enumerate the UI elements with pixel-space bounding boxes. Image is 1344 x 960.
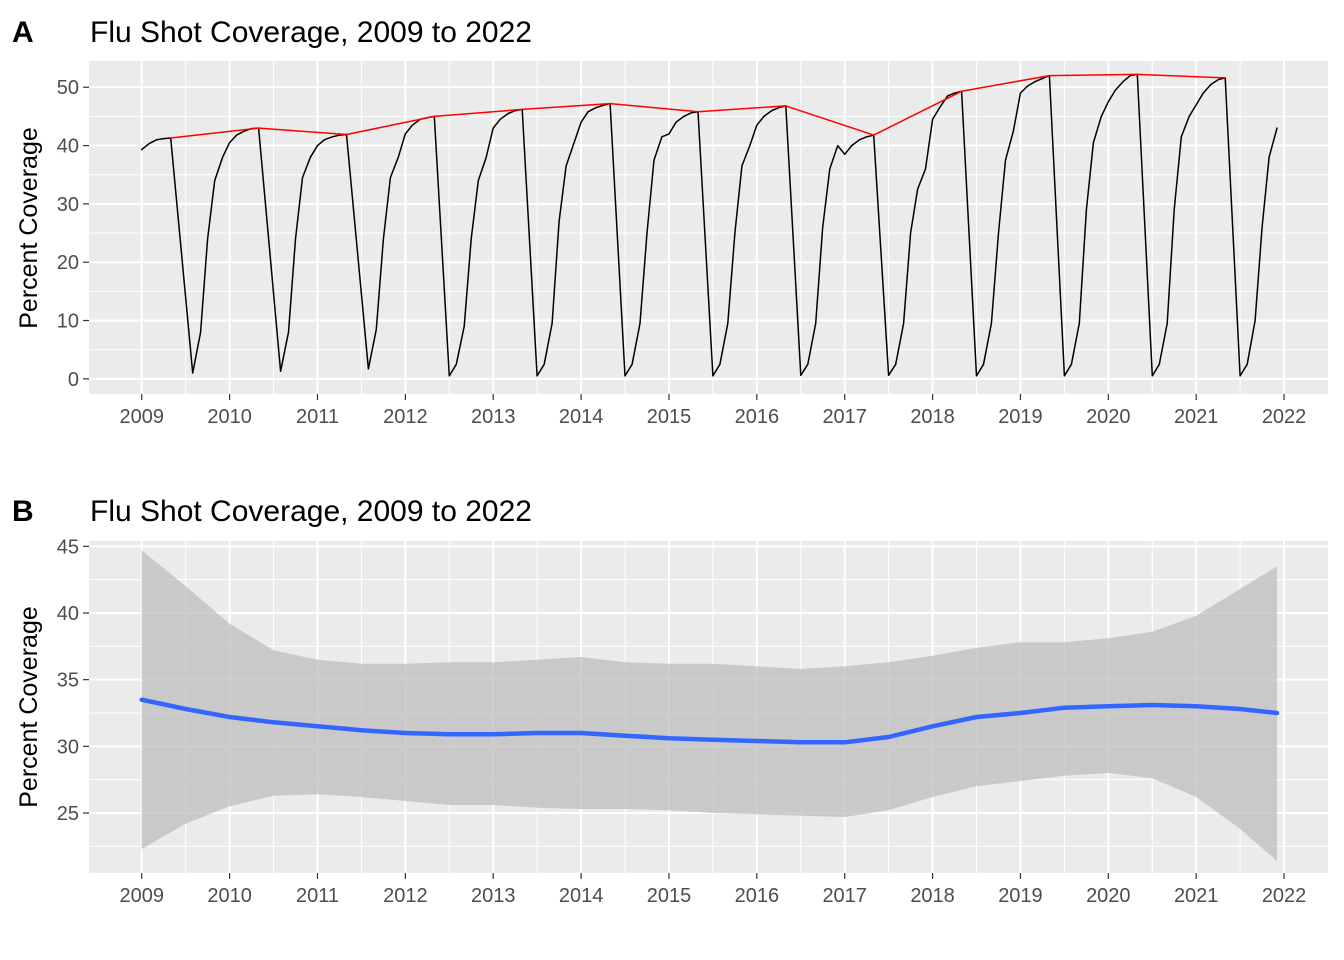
chart-1-confidence-band: [141, 550, 1278, 861]
chart-0-x-tick-label: 2009: [119, 406, 164, 428]
panel-a-title: Flu Shot Coverage, 2009 to 2022: [90, 16, 532, 49]
chart-0-y-tick-label: 0: [68, 369, 79, 391]
chart-0-y-tick-label: 20: [57, 252, 79, 274]
chart-1-x-tick-label: 2015: [647, 885, 692, 907]
chart-1-x-tick-label: 2011: [296, 885, 339, 907]
chart-1-series-0-line: [139, 697, 1280, 745]
chart-1-y-tick-label: 25: [57, 803, 79, 825]
chart-0-y-tick-label: 30: [57, 194, 79, 216]
chart-1-x-tick-label: 2018: [910, 885, 955, 907]
chart-0-series-1-line: [169, 73, 1226, 139]
chart-1-x-tick-label: 2022: [1262, 885, 1307, 907]
chart-0-x-tick-label: 2021: [1174, 406, 1219, 428]
chart-0-x-tick-label: 2015: [647, 406, 692, 428]
chart-0-x-tick-label: 2020: [1086, 406, 1131, 428]
panel-b: B Flu Shot Coverage, 2009 to 2022 Percen…: [12, 495, 1328, 907]
chart-0-y-tick-label: 10: [57, 311, 79, 333]
chart-1-x-tick-label: 2010: [207, 885, 252, 907]
panel-b-plot-area: 25 30 35 40 45 2009 2010 2011 2012 2013 2014 2015 20…: [57, 536, 1328, 907]
chart-1-y-tick-label: 30: [57, 736, 79, 758]
chart-0-x-tick-label: 2013: [471, 406, 516, 428]
panel-a-tag: A: [12, 16, 34, 49]
chart-1-x-tick-label: 2020: [1086, 885, 1131, 907]
chart-0-x-tick-label: 2010: [207, 406, 252, 428]
panel-a: A Flu Shot Coverage, 2009 to 2022 Percen…: [12, 16, 1328, 428]
chart-0-x-tick-label: 2012: [383, 406, 428, 428]
chart-0-x-tick-label: 2022: [1262, 406, 1307, 428]
chart-0-x-tick-label: 2016: [735, 406, 780, 428]
chart-0-x-tick-label: 2014: [559, 406, 604, 428]
chart-1-x-tick-label: 2013: [471, 885, 516, 907]
chart-0-x-tick-label: 2011: [296, 406, 339, 428]
chart-0-y-tick-label: 40: [57, 136, 79, 158]
chart-1-y-tick-label: 40: [57, 603, 79, 625]
panel-b-y-axis-title: Percent Coverage: [15, 606, 43, 808]
chart-1-x-tick-label: 2019: [998, 885, 1043, 907]
chart-1-x-tick-label: 2016: [735, 885, 780, 907]
panel-b-title: Flu Shot Coverage, 2009 to 2022: [90, 495, 532, 528]
chart-1-x-tick-label: 2014: [559, 885, 604, 907]
chart-0-x-tick-label: 2017: [822, 406, 867, 428]
chart-1-x-tick-label: 2009: [119, 885, 164, 907]
chart-0-y-tick-label: 50: [57, 77, 79, 99]
chart-1-y-tick-label: 35: [57, 670, 79, 692]
chart-0-x-tick-label: 2019: [998, 406, 1043, 428]
chart-1-x-tick-label: 2017: [822, 885, 867, 907]
chart-0-x-tick-label: 2018: [910, 406, 955, 428]
chart-0-series-0-line: [140, 73, 1278, 377]
panel-b-tag: B: [12, 495, 34, 528]
panel-a-plot-area: 0 10 20 30 40 50 2009 2010 2011 2012 2013 2014 2015 2…: [57, 61, 1328, 428]
chart-1-y-tick-label: 45: [57, 536, 79, 558]
chart-1-x-tick-label: 2012: [383, 885, 428, 907]
panel-a-y-axis-title: Percent Coverage: [15, 127, 43, 329]
chart-1-x-tick-label: 2021: [1174, 885, 1219, 907]
